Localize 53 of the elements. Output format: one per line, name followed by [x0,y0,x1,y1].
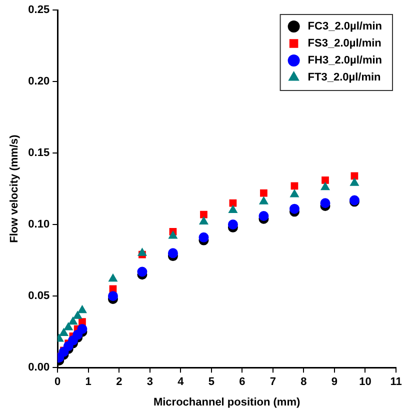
x-axis-title: Microchannel position (mm) [153,396,300,408]
point [229,199,237,207]
point [168,248,178,258]
point [258,210,269,221]
point [68,316,78,325]
point [200,210,208,218]
point [289,204,300,214]
point [290,190,299,198]
point [168,231,178,239]
point [260,189,268,197]
x-tick-label: 11 [390,376,402,388]
point [350,172,358,180]
point [259,196,268,204]
point [77,324,88,334]
legend-label: FH3_2.0µl/min [308,54,382,67]
point [350,178,359,186]
y-tick-label: 0.15 [28,147,50,160]
x-tick-label: 7 [270,376,276,388]
y-tick-label: 0.25 [28,4,50,16]
point [228,205,238,214]
y-tick-label: 0.05 [28,290,50,302]
point [198,232,209,242]
point [138,248,147,256]
x-tick-label: 0 [54,376,61,388]
y-tick-label: 0.10 [28,218,50,231]
y-axis-title: Flow velocity (mm/s) [8,134,21,243]
x-tick-label: 4 [178,376,185,388]
legend-label: FC3_2.0µl/min [308,20,382,33]
legend-label: FT3_2.0µl/min [308,72,382,84]
y-tick-label: 0.00 [28,362,50,374]
point [59,328,68,336]
x-tick-label: 1 [85,376,92,388]
point [137,266,148,277]
x-tick-label: 6 [239,376,246,388]
point [78,305,87,314]
x-tick-label: 10 [359,376,372,388]
x-tick-label: 8 [300,376,307,388]
point [73,311,82,319]
point [228,220,238,230]
x-tick-label: 5 [208,376,214,388]
point [290,182,298,190]
point [199,216,208,224]
y-tick-label: 0.20 [28,76,50,88]
point [64,322,73,330]
x-tick-label: 3 [146,376,153,388]
x-tick-label: 9 [331,376,338,388]
point [320,182,330,190]
point [108,291,118,302]
point [108,274,118,282]
point [322,176,329,184]
point [320,198,330,208]
x-tick-label: 2 [116,376,122,388]
legend-label: FS3_2.0µl/min [308,38,382,50]
